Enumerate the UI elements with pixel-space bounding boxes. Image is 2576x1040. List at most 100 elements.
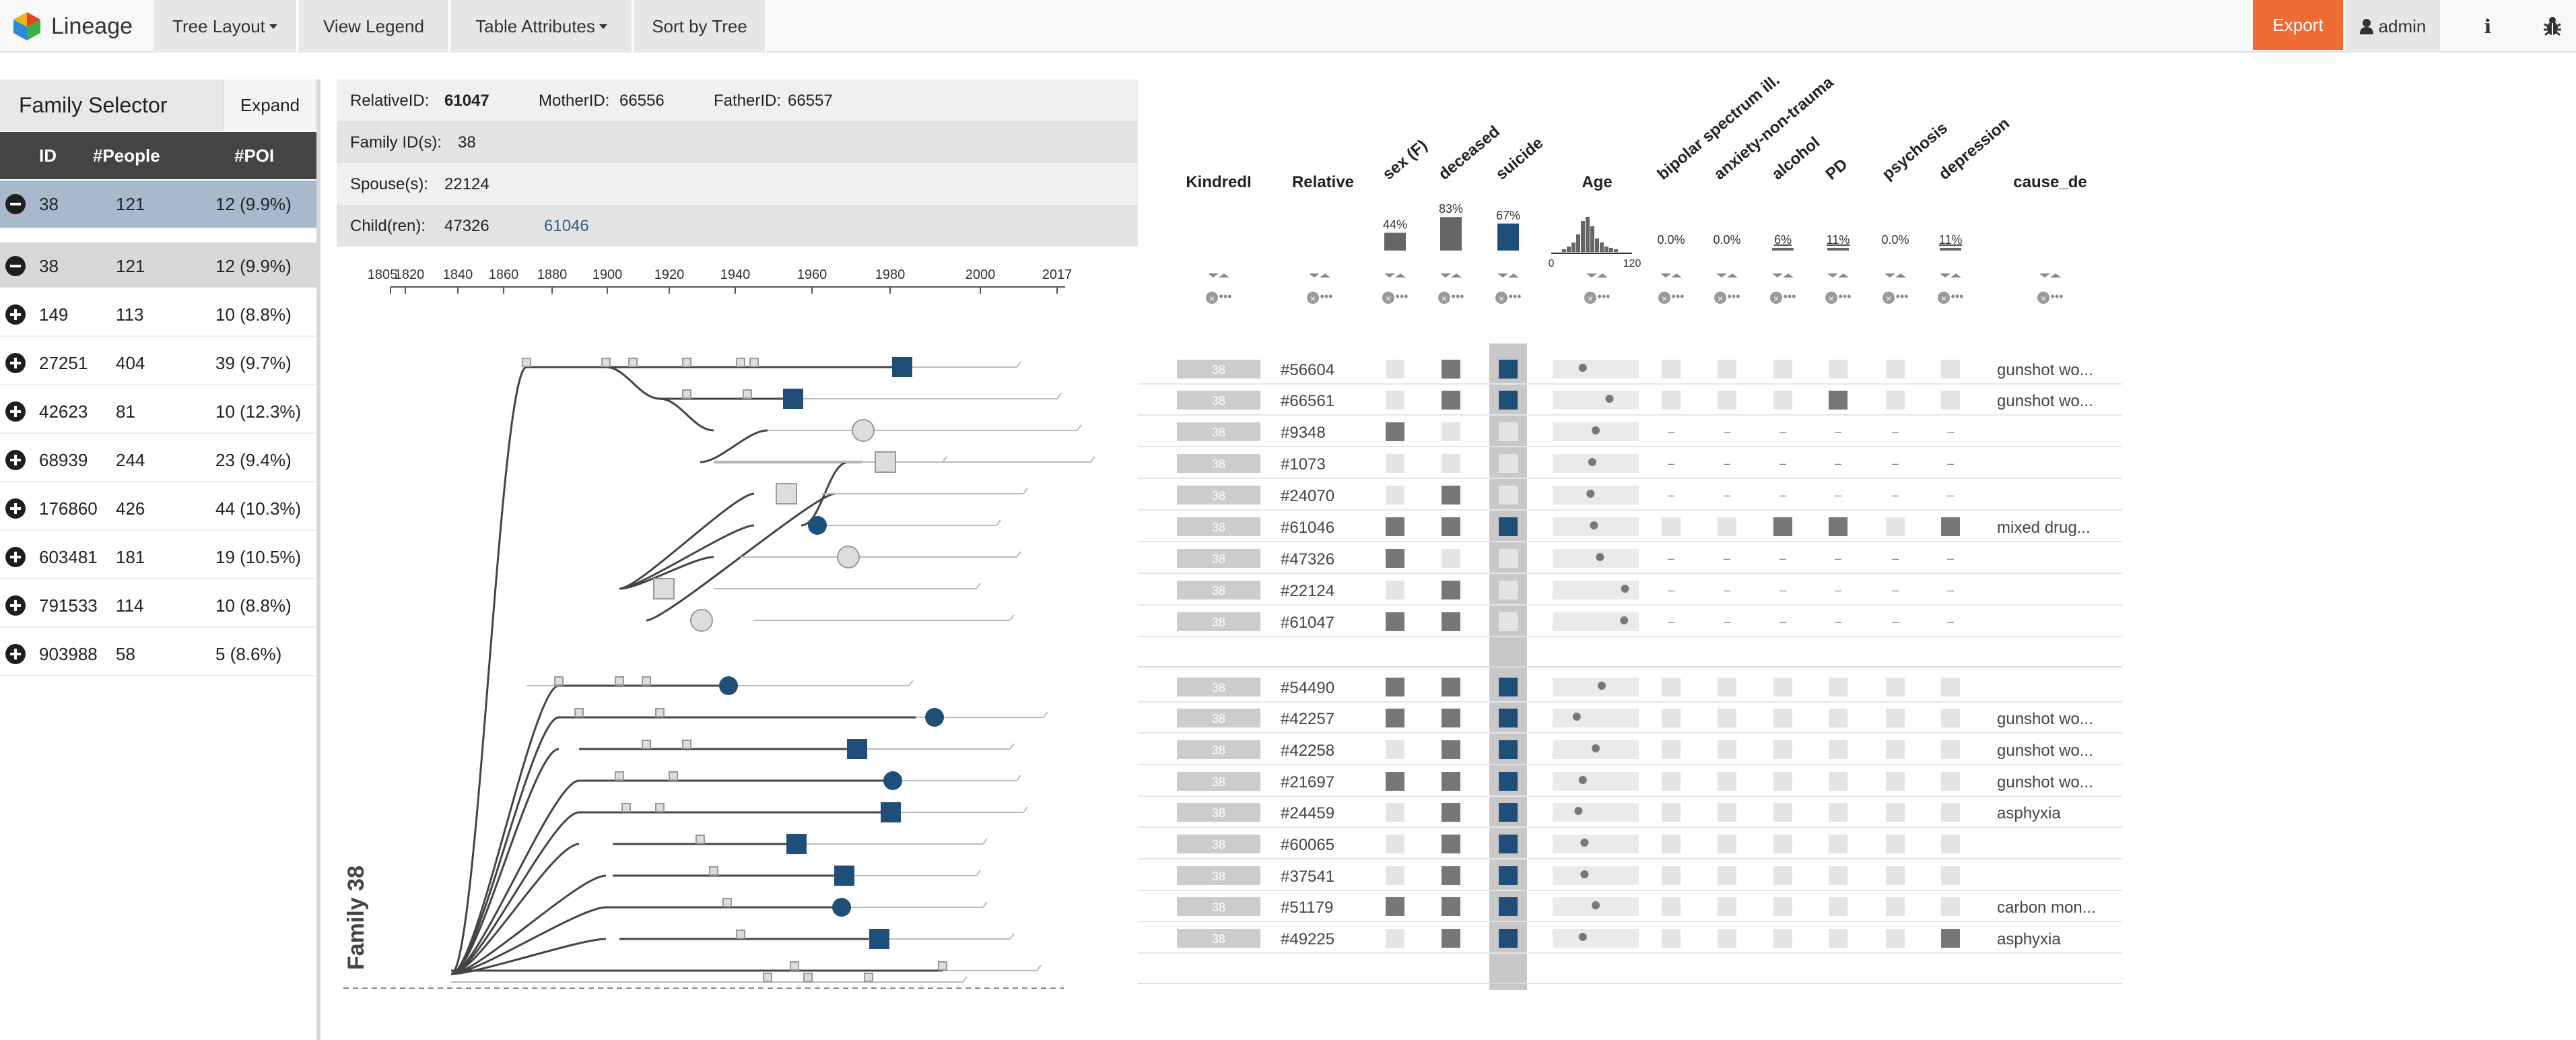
remove-column-icon[interactable] bbox=[1938, 292, 1950, 304]
sort-desc-icon[interactable] bbox=[1497, 273, 1508, 278]
remove-column-icon[interactable] bbox=[1825, 292, 1837, 304]
add-family-icon[interactable] bbox=[5, 498, 26, 519]
child-value-1[interactable]: 47326 bbox=[444, 217, 489, 235]
relative-id[interactable]: #21697 bbox=[1281, 773, 1334, 791]
sort-asc-icon[interactable] bbox=[1671, 273, 1682, 278]
sort-asc-icon[interactable] bbox=[1597, 273, 1608, 278]
add-family-icon[interactable] bbox=[5, 304, 26, 325]
relative-id[interactable]: #37541 bbox=[1281, 868, 1334, 886]
selected-family-row[interactable]: 38 121 12 (9.9%) bbox=[0, 181, 316, 228]
age-dot bbox=[1580, 839, 1589, 847]
remove-column-icon[interactable] bbox=[1770, 292, 1782, 304]
relative-id[interactable]: #22124 bbox=[1281, 582, 1334, 600]
sort-asc-icon[interactable] bbox=[1508, 273, 1519, 278]
family-row[interactable]: 42623 81 10 (12.3%) bbox=[0, 388, 316, 434]
add-family-icon[interactable] bbox=[5, 353, 26, 373]
col-poi[interactable]: #POI bbox=[234, 145, 275, 166]
sort-asc-icon[interactable] bbox=[1838, 273, 1849, 278]
psy-missing: – bbox=[1892, 552, 1899, 565]
relative-id[interactable]: #51179 bbox=[1281, 899, 1333, 917]
remove-column-icon[interactable] bbox=[1438, 292, 1450, 304]
remove-family-icon[interactable] bbox=[5, 194, 26, 214]
remove-column-icon[interactable] bbox=[1658, 292, 1670, 304]
remove-column-icon[interactable] bbox=[1714, 292, 1726, 304]
remove-column-icon[interactable] bbox=[1584, 292, 1596, 304]
family-row[interactable]: 149 113 10 (8.8%) bbox=[0, 291, 316, 337]
add-family-icon[interactable] bbox=[5, 450, 26, 470]
relative-id[interactable]: #66561 bbox=[1281, 392, 1334, 410]
kindred-value: 38 bbox=[1212, 681, 1225, 694]
add-family-icon[interactable] bbox=[5, 644, 26, 664]
export-button[interactable]: Export bbox=[2253, 0, 2343, 50]
info-icon[interactable]: i bbox=[2467, 0, 2509, 53]
relative-id[interactable]: #61046 bbox=[1281, 519, 1334, 537]
sort-by-tree-button[interactable]: Sort by Tree bbox=[634, 0, 766, 53]
sort-desc-icon[interactable] bbox=[1208, 273, 1219, 278]
add-family-icon[interactable] bbox=[5, 595, 26, 616]
sort-asc-icon[interactable] bbox=[2050, 273, 2061, 278]
sort-asc-icon[interactable] bbox=[1783, 273, 1794, 278]
sort-desc-icon[interactable] bbox=[1586, 273, 1597, 278]
remove-column-icon[interactable] bbox=[2037, 292, 2049, 304]
lifeline-end bbox=[1009, 933, 1015, 940]
relative-id[interactable]: #42258 bbox=[1281, 742, 1334, 760]
tree-edge bbox=[450, 938, 607, 975]
family-row[interactable]: 176860 426 44 (10.3%) bbox=[0, 485, 316, 531]
table-attributes-menu[interactable]: Table Attributes bbox=[451, 0, 633, 53]
relative-id[interactable]: #1073 bbox=[1281, 455, 1326, 474]
sort-desc-icon[interactable] bbox=[1716, 273, 1727, 278]
expand-button[interactable]: Expand bbox=[222, 79, 316, 131]
deceased-cell bbox=[1442, 486, 1460, 505]
child-value-2[interactable]: 61046 bbox=[544, 217, 589, 235]
family-row[interactable]: 903988 58 5 (8.6%) bbox=[0, 630, 316, 676]
remove-family-icon[interactable] bbox=[5, 256, 26, 276]
sort-desc-icon[interactable] bbox=[1440, 273, 1451, 278]
relative-id[interactable]: #24070 bbox=[1281, 487, 1334, 505]
alc-cell bbox=[1773, 678, 1792, 696]
view-legend-button[interactable]: View Legend bbox=[299, 0, 450, 53]
sort-asc-icon[interactable] bbox=[1951, 273, 1961, 278]
relative-id[interactable]: #47326 bbox=[1281, 550, 1334, 568]
relative-id[interactable]: #24459 bbox=[1281, 804, 1334, 822]
sort-desc-icon[interactable] bbox=[1940, 273, 1951, 278]
add-family-icon[interactable] bbox=[5, 547, 26, 567]
relative-id[interactable]: #60065 bbox=[1281, 836, 1334, 854]
remove-column-icon[interactable] bbox=[1206, 292, 1218, 304]
sort-desc-icon[interactable] bbox=[1772, 273, 1783, 278]
sort-asc-icon[interactable] bbox=[1895, 273, 1906, 278]
relative-id[interactable]: #9348 bbox=[1281, 424, 1326, 442]
col-id[interactable]: ID bbox=[39, 145, 57, 166]
sort-asc-icon[interactable] bbox=[1727, 273, 1738, 278]
admin-menu[interactable]: admin bbox=[2346, 0, 2440, 53]
sort-desc-icon[interactable] bbox=[1885, 273, 1895, 278]
col-people[interactable]: #People bbox=[93, 145, 160, 166]
relative-id[interactable]: #61047 bbox=[1281, 614, 1334, 632]
sort-desc-icon[interactable] bbox=[1660, 273, 1671, 278]
sort-desc-icon[interactable] bbox=[1309, 273, 1320, 278]
sort-asc-icon[interactable] bbox=[1395, 273, 1406, 278]
relative-id[interactable]: #49225 bbox=[1281, 930, 1334, 948]
family-row[interactable]: 603481 181 19 (10.5%) bbox=[0, 533, 316, 579]
remove-column-icon[interactable] bbox=[1883, 292, 1895, 304]
add-family-icon[interactable] bbox=[5, 401, 26, 422]
brand[interactable]: Lineage bbox=[12, 0, 133, 53]
relative-id[interactable]: #42257 bbox=[1281, 710, 1334, 728]
family-row[interactable]: 68939 244 23 (9.4%) bbox=[0, 436, 316, 482]
remove-column-icon[interactable] bbox=[1495, 292, 1507, 304]
sort-asc-icon[interactable] bbox=[1451, 273, 1462, 278]
family-row[interactable]: 38 121 12 (9.9%) bbox=[0, 242, 316, 288]
bug-icon[interactable] bbox=[2532, 0, 2573, 53]
family-row[interactable]: 791533 114 10 (8.8%) bbox=[0, 582, 316, 628]
remove-column-icon[interactable] bbox=[1382, 292, 1394, 304]
sort-asc-icon[interactable] bbox=[1219, 273, 1229, 278]
sort-desc-icon[interactable] bbox=[1827, 273, 1838, 278]
tree-layout-menu[interactable]: Tree Layout bbox=[154, 0, 298, 53]
remove-column-icon[interactable] bbox=[1307, 292, 1319, 304]
relative-id[interactable]: #56604 bbox=[1281, 361, 1334, 379]
family-row[interactable]: 27251 404 39 (9.7%) bbox=[0, 339, 316, 385]
sort-desc-icon[interactable] bbox=[2039, 273, 2050, 278]
sort-desc-icon[interactable] bbox=[1384, 273, 1395, 278]
sort-asc-icon[interactable] bbox=[1320, 273, 1330, 278]
relative-id[interactable]: #54490 bbox=[1281, 679, 1334, 697]
